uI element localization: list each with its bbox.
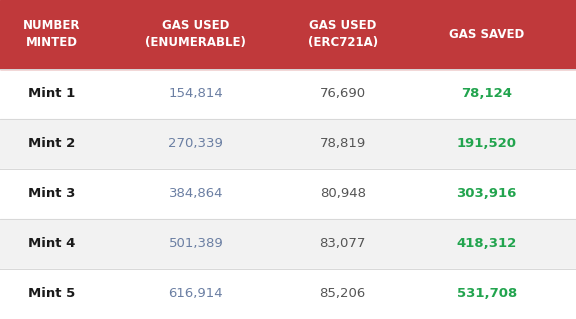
Text: 531,708: 531,708 <box>457 287 517 300</box>
Text: Mint 5: Mint 5 <box>28 287 75 300</box>
Bar <box>0 169 576 219</box>
Bar <box>0 219 576 269</box>
Text: 384,864: 384,864 <box>169 187 223 200</box>
Text: 270,339: 270,339 <box>168 137 223 150</box>
Bar <box>0 0 576 69</box>
Text: NUMBER
MINTED: NUMBER MINTED <box>23 19 81 49</box>
Text: 78,819: 78,819 <box>320 137 366 150</box>
Bar <box>0 119 576 169</box>
Text: 154,814: 154,814 <box>168 87 223 100</box>
Text: 191,520: 191,520 <box>457 137 517 150</box>
Text: GAS USED
(ENUMERABLE): GAS USED (ENUMERABLE) <box>145 19 247 49</box>
Text: 501,389: 501,389 <box>168 237 223 250</box>
Text: Mint 2: Mint 2 <box>28 137 75 150</box>
Text: 303,916: 303,916 <box>457 187 517 200</box>
Bar <box>0 269 576 319</box>
Text: Mint 1: Mint 1 <box>28 87 75 100</box>
Text: 85,206: 85,206 <box>320 287 366 300</box>
Text: 616,914: 616,914 <box>169 287 223 300</box>
Text: 76,690: 76,690 <box>320 87 366 100</box>
Text: Mint 4: Mint 4 <box>28 237 75 250</box>
Text: GAS USED
(ERC721A): GAS USED (ERC721A) <box>308 19 378 49</box>
Bar <box>0 69 576 119</box>
Text: 83,077: 83,077 <box>320 237 366 250</box>
Text: 78,124: 78,124 <box>461 87 512 100</box>
Text: 418,312: 418,312 <box>457 237 517 250</box>
Text: 80,948: 80,948 <box>320 187 366 200</box>
Text: GAS SAVED: GAS SAVED <box>449 28 524 41</box>
Text: Mint 3: Mint 3 <box>28 187 75 200</box>
